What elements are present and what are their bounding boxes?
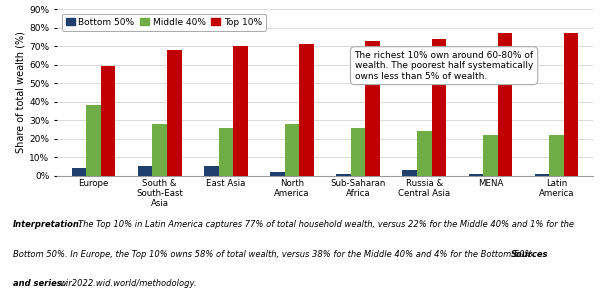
Legend: Bottom 50%, Middle 40%, Top 10%: Bottom 50%, Middle 40%, Top 10% — [61, 14, 266, 31]
Bar — [483, 135, 498, 176]
Text: wir2022.wid.world/methodology.: wir2022.wid.world/methodology. — [59, 279, 196, 288]
Bar — [549, 135, 564, 176]
Text: Sources: Sources — [510, 250, 548, 259]
Bar — [72, 168, 86, 176]
Text: Bottom 50%. In Europe, the Top 10% owns 58% of total wealth, versus 38% for the : Bottom 50%. In Europe, the Top 10% owns … — [13, 250, 536, 259]
Bar — [299, 44, 314, 176]
Text: and series:: and series: — [13, 279, 66, 288]
Bar — [535, 174, 549, 176]
Text: The richest 10% own around 60-80% of
wealth. The poorest half systematically
own: The richest 10% own around 60-80% of wea… — [355, 51, 533, 81]
Bar — [417, 131, 432, 176]
Bar — [270, 172, 285, 176]
Bar — [285, 124, 299, 176]
Bar — [351, 128, 365, 176]
Y-axis label: Share of total wealth (%): Share of total wealth (%) — [15, 32, 25, 153]
Bar — [204, 166, 219, 176]
Bar — [403, 170, 417, 176]
Bar — [233, 46, 247, 176]
Bar — [219, 128, 233, 176]
Bar — [86, 105, 101, 176]
Bar — [564, 33, 579, 176]
Text: Interpretation:: Interpretation: — [13, 220, 84, 229]
Bar — [498, 33, 512, 176]
Bar — [365, 41, 380, 176]
Text: The Top 10% in Latin America captures 77% of total household wealth, versus 22% : The Top 10% in Latin America captures 77… — [78, 220, 574, 229]
Bar — [432, 39, 446, 176]
Bar — [468, 174, 483, 176]
Bar — [101, 66, 116, 176]
Bar — [167, 50, 182, 176]
Bar — [152, 124, 167, 176]
Bar — [138, 166, 152, 176]
Bar — [337, 174, 351, 176]
